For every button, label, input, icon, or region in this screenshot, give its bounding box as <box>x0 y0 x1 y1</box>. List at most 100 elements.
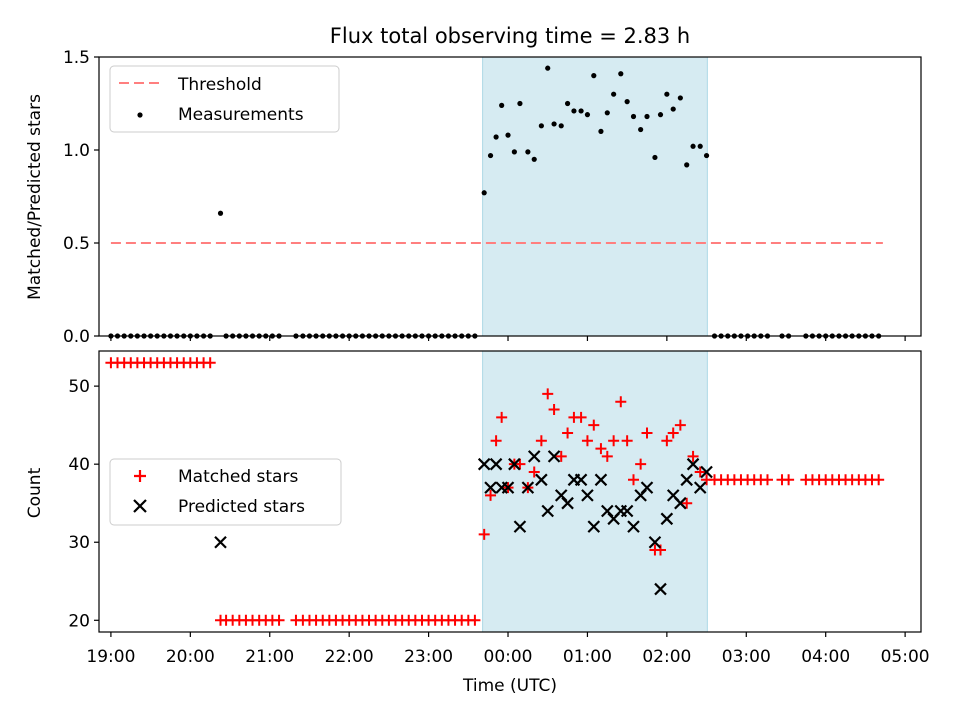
measurement-point <box>703 152 710 159</box>
predicted-star-points <box>214 450 713 596</box>
x-tick-label: 04:00 <box>801 647 850 667</box>
bottom-y-ticks: 20 30 40 50 <box>68 377 99 631</box>
measurement-point <box>578 108 584 114</box>
predicted-star-point <box>674 496 687 510</box>
matched-star-point <box>562 427 574 439</box>
legend-measurements-label: Measurements <box>178 105 304 125</box>
measurement-point <box>493 134 499 140</box>
measurement-point <box>571 108 577 114</box>
predicted-star-point <box>640 481 654 494</box>
matched-star-point <box>667 427 679 439</box>
y-tick-label: 20 <box>68 611 90 631</box>
x-tick-label: 22:00 <box>325 647 374 667</box>
matched-star-point <box>496 411 508 423</box>
y-tick-label: 0.5 <box>63 234 90 254</box>
matched-star-point <box>601 450 613 462</box>
matched-star-point <box>674 419 686 431</box>
predicted-star-point <box>686 457 700 471</box>
measurement-point <box>598 128 604 134</box>
chart-title: Flux total observing time = 2.83 h <box>330 24 690 48</box>
measurement-point <box>630 113 637 120</box>
predicted-star-point <box>620 504 634 518</box>
bottom-legend: Matched stars Predicted stars <box>109 458 342 526</box>
bottom-y-axis-label: Count <box>25 467 45 518</box>
top-x-ticks <box>110 336 906 341</box>
measurement-point <box>551 121 557 127</box>
measurement-point <box>677 95 683 101</box>
legend-threshold-label: Threshold <box>177 75 262 95</box>
measurement-point <box>697 143 703 149</box>
measurement-point <box>499 102 505 108</box>
legend-matched-swatch <box>134 470 146 482</box>
measurement-point <box>545 65 551 71</box>
bottom-legend-box <box>109 458 342 526</box>
matched-star-point <box>608 435 620 447</box>
predicted-star-point <box>574 473 588 487</box>
top-legend-box <box>109 65 340 133</box>
matched-star-point <box>514 458 526 470</box>
measurement-point <box>604 110 610 116</box>
y-tick-label: 30 <box>68 533 90 553</box>
legend-matched-label: Matched stars <box>178 467 298 487</box>
x-tick-label: 03:00 <box>722 647 771 667</box>
top-legend: Threshold Measurements <box>109 65 340 133</box>
top-y-ticks: 0.0 0.5 1.0 1.5 <box>63 48 99 347</box>
matched-star-point <box>535 435 547 447</box>
measurement-point <box>591 73 597 79</box>
measurement-point <box>652 154 658 161</box>
y-tick-label: 1.0 <box>63 141 90 161</box>
legend-measurements-swatch <box>137 112 143 118</box>
predicted-star-point <box>660 512 674 526</box>
matched-star-point <box>635 458 647 470</box>
measurement-point <box>611 91 617 97</box>
matched-star-point <box>615 396 627 408</box>
measurement-point <box>684 162 690 168</box>
predicted-star-point <box>484 481 497 494</box>
matched-star-point <box>581 435 593 447</box>
matched-star-points <box>105 357 885 626</box>
matched-star-point <box>641 427 653 439</box>
predicted-star-point <box>489 457 503 471</box>
matched-star-point <box>588 419 600 431</box>
measurement-point <box>505 132 511 138</box>
predicted-star-point <box>527 450 541 463</box>
predicted-star-point <box>581 489 594 502</box>
top-panel: 0.0 0.5 1.0 1.5 Matched/Predicted stars Thr… <box>25 48 922 347</box>
predicted-star-point <box>587 520 601 533</box>
matched-star-point <box>469 614 481 626</box>
x-tick-label: 21:00 <box>245 647 294 667</box>
measurement-point <box>644 113 650 120</box>
predicted-star-point <box>693 481 707 494</box>
predicted-star-point <box>654 582 667 596</box>
matched-star-point <box>761 474 773 486</box>
predicted-star-point <box>214 535 227 549</box>
x-tick-label: 01:00 <box>563 647 612 667</box>
predicted-star-point <box>561 496 574 510</box>
matched-star-point <box>485 489 497 501</box>
measurement-point <box>538 123 544 129</box>
measurement-point <box>618 71 624 77</box>
predicted-star-point <box>648 535 662 549</box>
bottom-highlight-span <box>482 350 708 633</box>
x-tick-label: 05:00 <box>881 647 930 667</box>
predicted-star-point <box>521 481 535 494</box>
matched-star-point <box>873 474 885 486</box>
matched-star-point <box>555 450 567 462</box>
matched-star-point <box>528 466 540 478</box>
bottom-x-ticks: 19:00 20:00 21:00 22:00 23:00 00:00 01:00 02:00… <box>86 632 930 667</box>
matched-star-point <box>687 450 699 462</box>
predicted-star-point <box>700 465 713 479</box>
predicted-star-point <box>501 481 515 494</box>
matched-star-point <box>490 435 502 447</box>
matched-star-point <box>273 614 285 626</box>
predicted-star-point <box>680 473 693 487</box>
measurement-point <box>664 91 670 97</box>
predicted-star-point <box>508 457 521 471</box>
matched-star-point <box>204 357 216 369</box>
matched-star-point <box>575 411 587 423</box>
matched-star-point <box>542 388 554 400</box>
measurement-point <box>517 100 523 107</box>
x-tick-label: 23:00 <box>404 647 453 667</box>
predicted-star-point <box>513 520 527 533</box>
x-tick-label: 00:00 <box>484 647 533 667</box>
